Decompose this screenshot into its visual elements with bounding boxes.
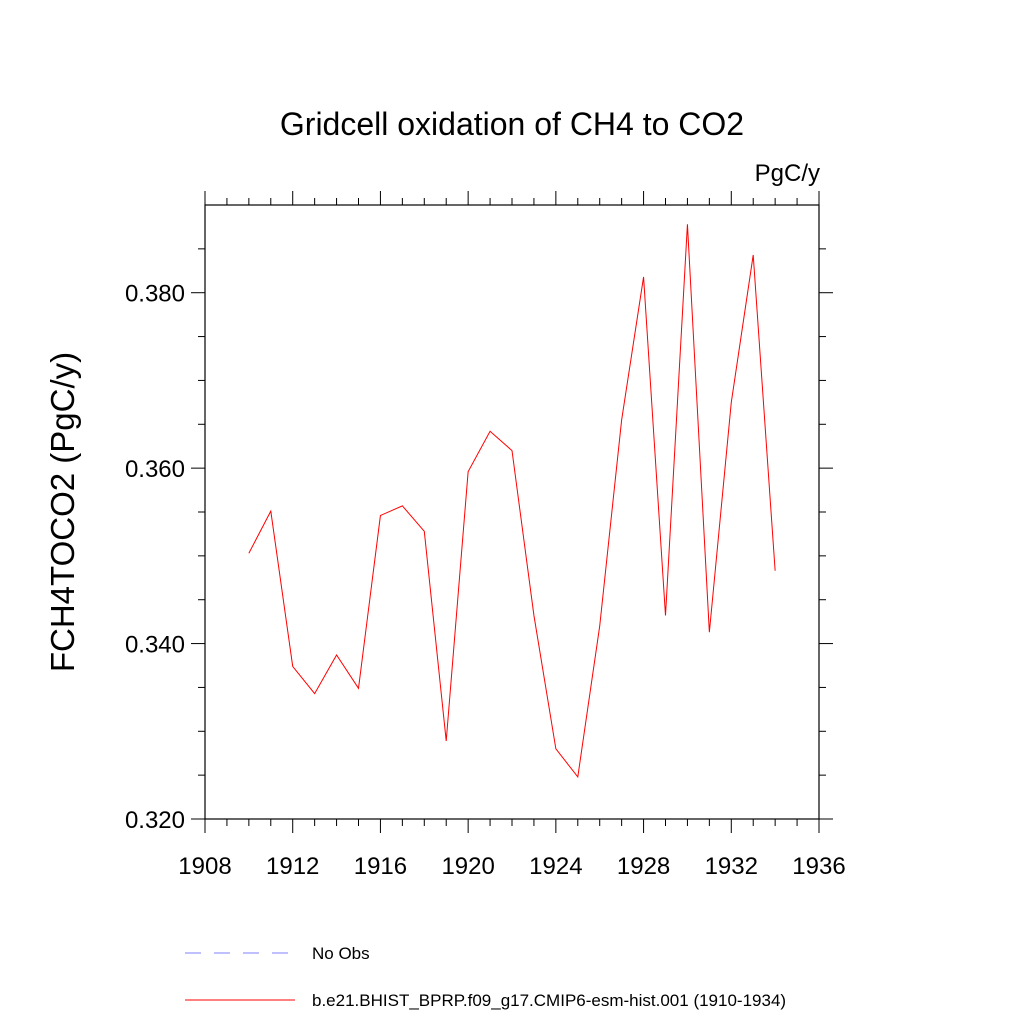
series-line-0 [248,224,776,779]
x-tick-label: 1924 [529,853,582,880]
chart-title: Gridcell oxidation of CH4 to CO2 [280,106,744,142]
y-tick-label: 0.320 [125,807,185,834]
x-tick-label: 1908 [178,853,231,880]
x-tick-label: 1920 [441,853,494,880]
x-tick-label: 1936 [792,853,845,880]
y-axis-label: FCH4TOCO2 (PgC/y) [44,352,81,672]
y-tick-label: 0.340 [125,632,185,659]
x-tick-label: 1916 [354,853,407,880]
axis-tick-labels: 1908 1912 1916 1920 1924 1928 1932 1936 0.320 0.3… [125,281,846,880]
legend-label-model: b.e21.BHIST_BPRP.f09_g17.CMIP6-esm-hist.… [312,991,786,1010]
series-layer [248,224,776,779]
y-tick-label: 0.360 [125,456,185,483]
legend: No Obs b.e21.BHIST_BPRP.f09_g17.CMIP6-es… [185,944,786,1010]
x-tick-label: 1912 [266,853,319,880]
y-tick-label: 0.380 [125,281,185,308]
x-tick-label: 1928 [617,853,670,880]
legend-label-no-obs: No Obs [312,944,370,963]
axis-ticks [191,191,833,833]
units-label: PgC/y [755,160,820,187]
plot-frame [204,204,820,820]
x-tick-label: 1932 [705,853,758,880]
